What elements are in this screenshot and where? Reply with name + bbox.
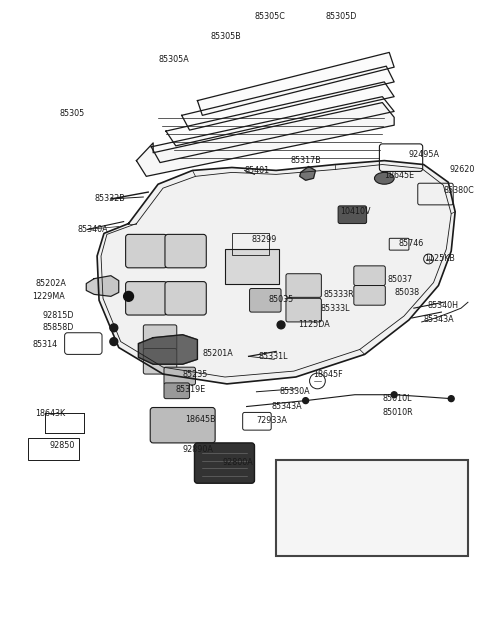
Text: 18645F: 18645F (313, 370, 343, 378)
Text: 85333L: 85333L (320, 304, 350, 312)
FancyBboxPatch shape (194, 443, 254, 483)
Circle shape (110, 324, 118, 331)
Circle shape (110, 338, 118, 345)
Text: 85201A: 85201A (203, 349, 233, 358)
Text: 85037: 85037 (387, 275, 412, 284)
Text: 18645B: 18645B (186, 415, 216, 424)
Text: 85202A: 85202A (35, 279, 66, 288)
Text: 85380C: 85380C (444, 185, 474, 194)
Circle shape (277, 321, 285, 329)
Text: 85746: 85746 (398, 239, 423, 248)
Polygon shape (197, 53, 394, 116)
Polygon shape (86, 276, 119, 297)
FancyBboxPatch shape (144, 325, 177, 351)
FancyBboxPatch shape (164, 383, 190, 399)
Text: 85333R: 85333R (324, 290, 354, 299)
Text: 85305A: 85305A (158, 55, 189, 64)
Text: 92800A: 92800A (222, 458, 253, 467)
Text: 85343A: 85343A (424, 316, 454, 324)
Text: 85401: 85401 (245, 166, 270, 175)
FancyBboxPatch shape (150, 408, 215, 443)
Text: 85305B: 85305B (210, 32, 241, 41)
Text: 10410V: 10410V (340, 207, 371, 217)
FancyBboxPatch shape (165, 281, 206, 315)
Text: 92890A: 92890A (183, 445, 214, 454)
Text: 85305C: 85305C (254, 13, 285, 22)
Text: 85235: 85235 (183, 370, 208, 378)
Text: 72933A: 72933A (256, 416, 288, 425)
Text: 85858D: 85858D (42, 323, 73, 332)
FancyBboxPatch shape (126, 234, 167, 268)
Text: 85401: 85401 (402, 518, 427, 527)
Circle shape (448, 396, 454, 401)
FancyBboxPatch shape (286, 274, 322, 297)
Polygon shape (166, 82, 394, 146)
Text: 85332B: 85332B (94, 194, 125, 203)
Circle shape (124, 291, 133, 301)
Circle shape (303, 398, 309, 404)
Text: 85038: 85038 (394, 288, 420, 297)
Text: 85340H: 85340H (428, 301, 458, 310)
Ellipse shape (374, 173, 394, 184)
Text: 85314: 85314 (32, 340, 57, 349)
Polygon shape (138, 335, 197, 364)
Text: 92850: 92850 (50, 441, 75, 450)
Bar (276, 460, 468, 556)
Text: 92495A: 92495A (409, 150, 440, 159)
Text: 1229MA: 1229MA (32, 292, 65, 301)
Text: 85305: 85305 (60, 109, 85, 118)
Text: 85319E: 85319E (176, 385, 206, 394)
Bar (225, 249, 279, 284)
FancyBboxPatch shape (338, 206, 367, 224)
Text: 85343A: 85343A (271, 402, 302, 411)
Polygon shape (182, 66, 394, 130)
FancyBboxPatch shape (144, 349, 177, 374)
Text: 92620: 92620 (449, 165, 475, 174)
Polygon shape (151, 97, 394, 163)
Bar (28, 438, 79, 460)
Polygon shape (136, 103, 394, 177)
Bar (315, 512, 370, 537)
Text: 85010L: 85010L (383, 394, 412, 403)
Text: (W/SUN ROOF): (W/SUN ROOF) (353, 461, 412, 470)
FancyBboxPatch shape (126, 281, 167, 315)
FancyBboxPatch shape (354, 266, 385, 286)
FancyBboxPatch shape (165, 234, 206, 268)
Text: 85010R: 85010R (383, 408, 413, 417)
Polygon shape (97, 161, 455, 384)
Polygon shape (286, 502, 453, 551)
FancyBboxPatch shape (354, 286, 385, 305)
Text: 85340A: 85340A (77, 225, 108, 234)
Polygon shape (300, 166, 315, 180)
Text: 18643K: 18643K (35, 409, 65, 418)
FancyBboxPatch shape (286, 298, 322, 322)
Text: 85317B: 85317B (291, 156, 322, 165)
FancyBboxPatch shape (250, 288, 281, 312)
FancyBboxPatch shape (164, 367, 195, 385)
Text: 85331L: 85331L (258, 352, 288, 361)
Bar (232, 234, 269, 255)
Text: 1125DA: 1125DA (298, 321, 329, 330)
Text: 83299: 83299 (252, 235, 277, 244)
Text: 85035: 85035 (268, 295, 293, 304)
Text: 85330A: 85330A (279, 387, 310, 396)
Circle shape (391, 392, 397, 398)
Text: 92815D: 92815D (42, 311, 73, 319)
Text: 85305D: 85305D (325, 13, 357, 22)
Text: 1125KB: 1125KB (424, 255, 455, 264)
Text: 18645E: 18645E (384, 171, 414, 180)
